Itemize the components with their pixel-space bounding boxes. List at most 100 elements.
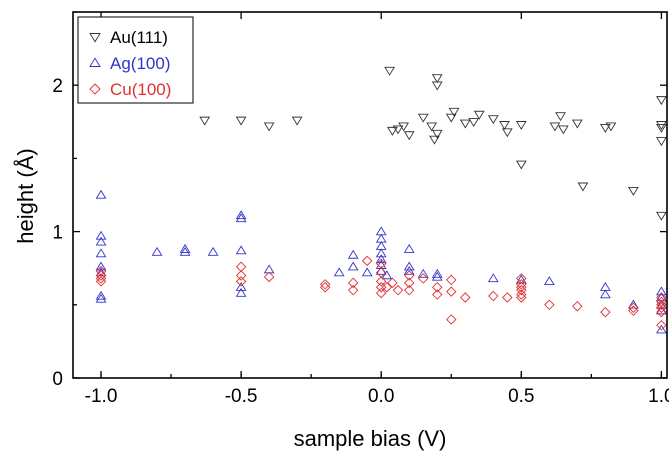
data-point xyxy=(577,182,589,192)
plot-frame xyxy=(72,11,668,379)
data-point xyxy=(600,306,611,318)
data-point xyxy=(656,296,667,308)
data-point xyxy=(319,279,331,290)
data-point xyxy=(446,286,457,297)
data-point xyxy=(655,123,667,133)
data-point xyxy=(448,107,460,117)
data-point xyxy=(403,261,415,271)
data-point xyxy=(656,299,667,311)
data-point xyxy=(656,292,667,303)
data-point xyxy=(572,301,583,312)
x-axis: -1.0 -0.5 0.0 0.5 1.0 xyxy=(85,12,669,407)
data-point xyxy=(95,270,107,281)
y-axis-title: height (Å) xyxy=(13,148,38,243)
data-point xyxy=(235,281,247,291)
data-point xyxy=(403,270,415,281)
data-point xyxy=(199,116,211,126)
data-point xyxy=(431,129,443,139)
data-point xyxy=(95,273,107,284)
data-point xyxy=(375,226,387,236)
y-tick-label: 0 xyxy=(52,369,63,390)
legend-box xyxy=(77,16,194,104)
data-point xyxy=(516,284,527,296)
data-point xyxy=(95,293,107,303)
data-point xyxy=(459,119,471,129)
data-point xyxy=(460,292,471,303)
data-point xyxy=(417,113,429,123)
data-point xyxy=(432,281,443,293)
data-point xyxy=(179,246,191,256)
data-point xyxy=(599,123,611,133)
data-point xyxy=(655,286,667,296)
data-point xyxy=(403,243,415,253)
data-point xyxy=(488,290,499,302)
data-point xyxy=(431,268,443,278)
data-point xyxy=(656,320,667,331)
data-point xyxy=(95,248,107,258)
data-point xyxy=(392,284,404,296)
data-point xyxy=(655,211,667,221)
data-point xyxy=(387,126,398,136)
data-point xyxy=(599,289,611,299)
data-point xyxy=(263,122,275,132)
data-point xyxy=(445,113,457,123)
data-point xyxy=(347,249,359,259)
y-tick-label: 2 xyxy=(52,76,63,97)
x-axis-title: sample bias (V) xyxy=(294,426,447,451)
x-tick-label: 0.0 xyxy=(368,386,394,407)
data-point xyxy=(655,324,667,334)
data-point xyxy=(375,233,387,243)
data-point xyxy=(656,306,667,318)
data-point xyxy=(605,122,617,132)
data-point xyxy=(347,261,359,271)
data-point xyxy=(557,125,569,135)
data-point xyxy=(403,131,415,141)
data-point xyxy=(429,135,440,145)
data-point xyxy=(487,115,499,125)
x-tick-label: -0.5 xyxy=(225,386,258,407)
data-point xyxy=(384,66,396,76)
data-point xyxy=(263,271,275,283)
data-point xyxy=(468,118,480,128)
data-point xyxy=(403,284,415,296)
data-point xyxy=(95,290,107,300)
legend-label: Ag(100) xyxy=(110,54,170,73)
data-point xyxy=(487,273,499,283)
data-point xyxy=(333,267,345,277)
data-point xyxy=(655,137,667,147)
data-point xyxy=(347,284,359,296)
data-point xyxy=(473,110,485,120)
data-point xyxy=(235,276,247,287)
data-point xyxy=(95,276,107,287)
legend: Au(111) Ag(100) Cu(100) xyxy=(77,16,194,104)
data-point xyxy=(398,122,410,132)
data-point xyxy=(431,74,443,84)
data-point xyxy=(431,271,443,281)
data-point xyxy=(432,289,443,300)
data-point xyxy=(426,122,438,132)
data-point xyxy=(431,81,443,91)
data-point xyxy=(403,277,415,289)
data-point xyxy=(291,116,303,126)
data-point xyxy=(179,243,191,253)
data-point xyxy=(544,299,555,311)
data-point xyxy=(516,281,527,293)
data-point xyxy=(95,236,107,246)
data-point xyxy=(655,96,667,106)
y-axis: 0 1 2 xyxy=(52,11,667,390)
data-point xyxy=(516,279,527,290)
data-point xyxy=(446,274,457,286)
x-tick-label: 0.5 xyxy=(508,386,534,407)
data-point xyxy=(501,128,513,138)
legend-marker xyxy=(89,83,101,95)
data-point xyxy=(381,270,393,280)
data-point xyxy=(628,305,639,316)
data-point xyxy=(375,281,387,293)
data-point xyxy=(95,230,107,240)
data-point xyxy=(515,160,527,170)
data-point xyxy=(571,119,583,129)
data-point xyxy=(235,245,247,255)
data-point xyxy=(263,264,275,274)
data-point xyxy=(502,292,513,303)
